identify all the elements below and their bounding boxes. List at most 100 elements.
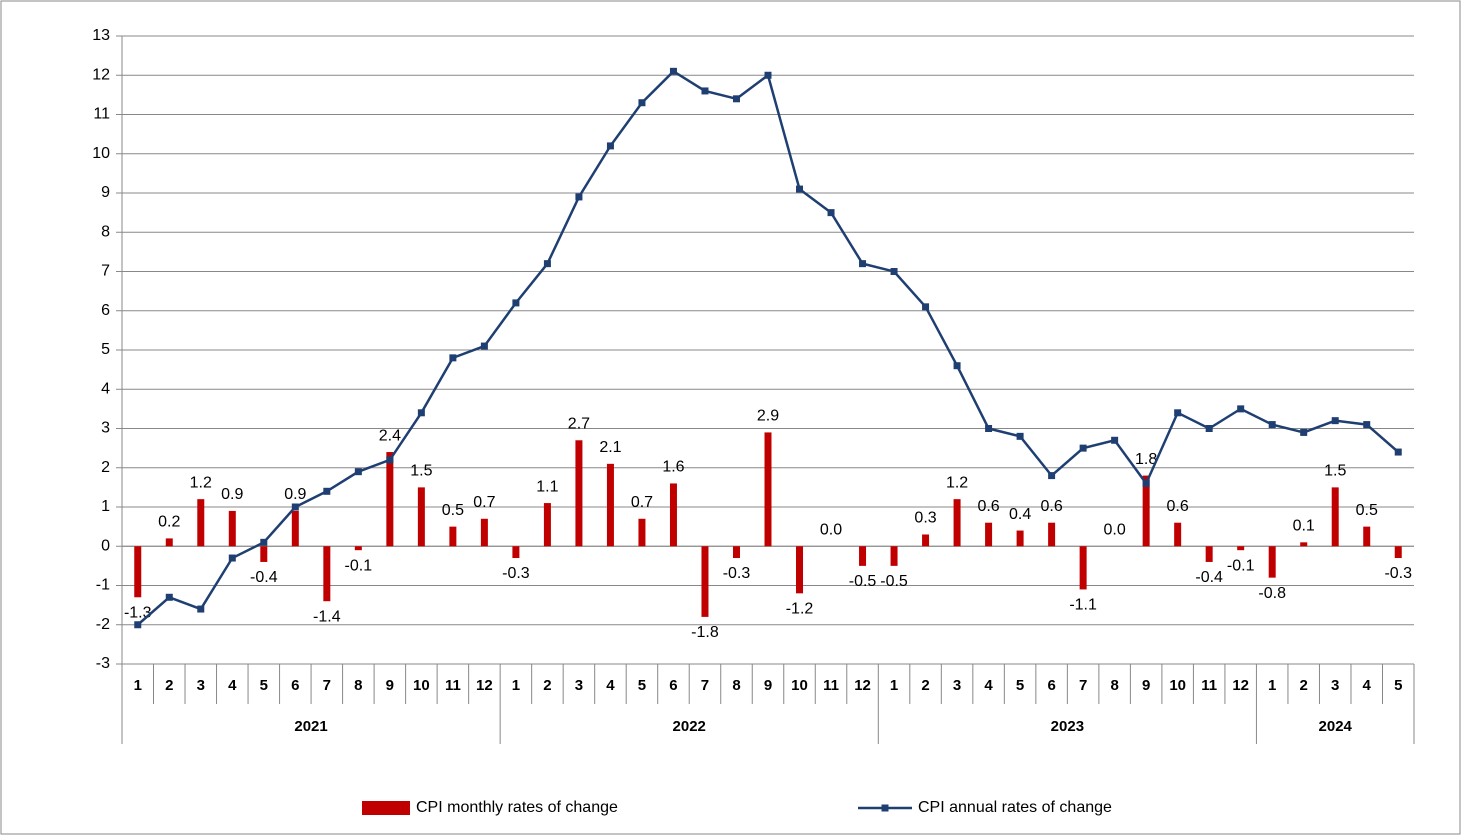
bar: [890, 546, 898, 566]
x-tick-label: 11: [445, 677, 461, 694]
marker: [953, 362, 961, 370]
bar: [480, 518, 488, 547]
bar: [1363, 526, 1371, 547]
data-label: 1.1: [536, 478, 558, 495]
data-label: -1.4: [313, 608, 341, 625]
data-label: -1.2: [786, 601, 814, 618]
data-label: -0.1: [345, 557, 373, 574]
bar: [796, 546, 804, 594]
y-tick-label: 7: [101, 263, 110, 280]
x-tick-label: 4: [984, 677, 993, 694]
marker: [796, 185, 804, 193]
bar: [354, 546, 362, 551]
bar: [859, 546, 867, 566]
marker: [354, 468, 362, 476]
x-tick-label: 1: [1268, 677, 1276, 694]
marker: [764, 71, 772, 79]
x-tick-label: 5: [638, 677, 646, 694]
y-tick-label: 0: [101, 537, 110, 554]
y-tick-label: 8: [101, 223, 110, 240]
data-label: -0.4: [250, 569, 278, 586]
x-tick-label: 1: [890, 677, 898, 694]
marker: [638, 99, 646, 107]
marker: [1268, 421, 1276, 429]
y-tick-label: -3: [96, 655, 110, 672]
bar: [1142, 475, 1150, 547]
x-tick-label: 9: [1142, 677, 1150, 694]
bar: [417, 487, 425, 547]
x-tick-label: 7: [701, 677, 709, 694]
x-tick-label: 4: [228, 677, 237, 694]
x-tick-label: 1: [512, 677, 520, 694]
data-label: -1.1: [1069, 597, 1097, 614]
data-label: 0.3: [914, 510, 936, 527]
x-tick-label: 1: [134, 677, 142, 694]
x-tick-label: 5: [260, 677, 268, 694]
bar: [260, 546, 268, 562]
y-tick-label: 4: [101, 380, 110, 397]
marker: [449, 354, 457, 362]
marker: [1079, 444, 1087, 452]
bar: [386, 452, 394, 547]
data-label: 1.6: [662, 459, 684, 476]
marker: [197, 605, 205, 613]
x-tick-label: 3: [1331, 677, 1339, 694]
data-label: -0.5: [849, 573, 877, 590]
x-tick-label: 4: [1363, 677, 1372, 694]
x-tick-label: 5: [1394, 677, 1402, 694]
marker: [890, 268, 898, 275]
marker: [1394, 448, 1402, 456]
bar: [165, 538, 173, 547]
x-tick-label: 12: [476, 677, 493, 694]
marker: [417, 409, 425, 417]
y-tick-label: 11: [93, 106, 110, 123]
y-tick-label: 5: [101, 341, 110, 358]
data-label: 0.4: [1009, 506, 1031, 523]
marker: [1205, 425, 1213, 432]
bar: [197, 499, 205, 547]
marker: [165, 593, 173, 601]
marker: [1111, 436, 1119, 444]
data-label: -0.3: [502, 565, 530, 582]
marker: [606, 142, 614, 150]
x-tick-label: 9: [386, 677, 394, 694]
marker: [386, 456, 394, 464]
data-label: 0.5: [1356, 502, 1378, 519]
x-tick-label: 10: [413, 677, 430, 694]
bar: [1079, 546, 1087, 590]
data-label: 0.2: [158, 514, 180, 531]
bar: [701, 546, 709, 617]
y-tick-label: 6: [101, 302, 110, 319]
bar: [323, 546, 331, 602]
marker: [480, 342, 488, 350]
data-label: 1.2: [190, 474, 212, 491]
data-label: -1.8: [691, 624, 719, 641]
x-tick-label: 4: [606, 677, 615, 694]
bar: [764, 432, 772, 547]
x-tick-label: 2: [165, 677, 173, 694]
bar: [1394, 546, 1402, 559]
bar: [1016, 530, 1024, 547]
data-label: 0.7: [631, 494, 653, 511]
x-tick-label: 11: [1201, 677, 1217, 694]
x-tick-label: 3: [575, 677, 583, 694]
marker: [1142, 479, 1150, 487]
marker: [669, 67, 677, 75]
data-label: 1.5: [1324, 463, 1346, 480]
data-label: 2.4: [379, 427, 401, 444]
marker: [1016, 432, 1024, 440]
bar: [606, 463, 614, 547]
bar: [1268, 546, 1276, 578]
marker: [1331, 417, 1339, 425]
marker: [323, 487, 331, 495]
marker: [985, 425, 993, 432]
data-label: 0.0: [1104, 521, 1126, 538]
bar: [449, 526, 457, 547]
legend-marker: [881, 804, 889, 812]
marker: [543, 260, 551, 268]
year-label: 2022: [673, 718, 706, 735]
data-label: 1.2: [946, 474, 968, 491]
bar: [1331, 487, 1339, 547]
x-tick-label: 8: [732, 677, 740, 694]
x-tick-label: 6: [291, 677, 299, 694]
